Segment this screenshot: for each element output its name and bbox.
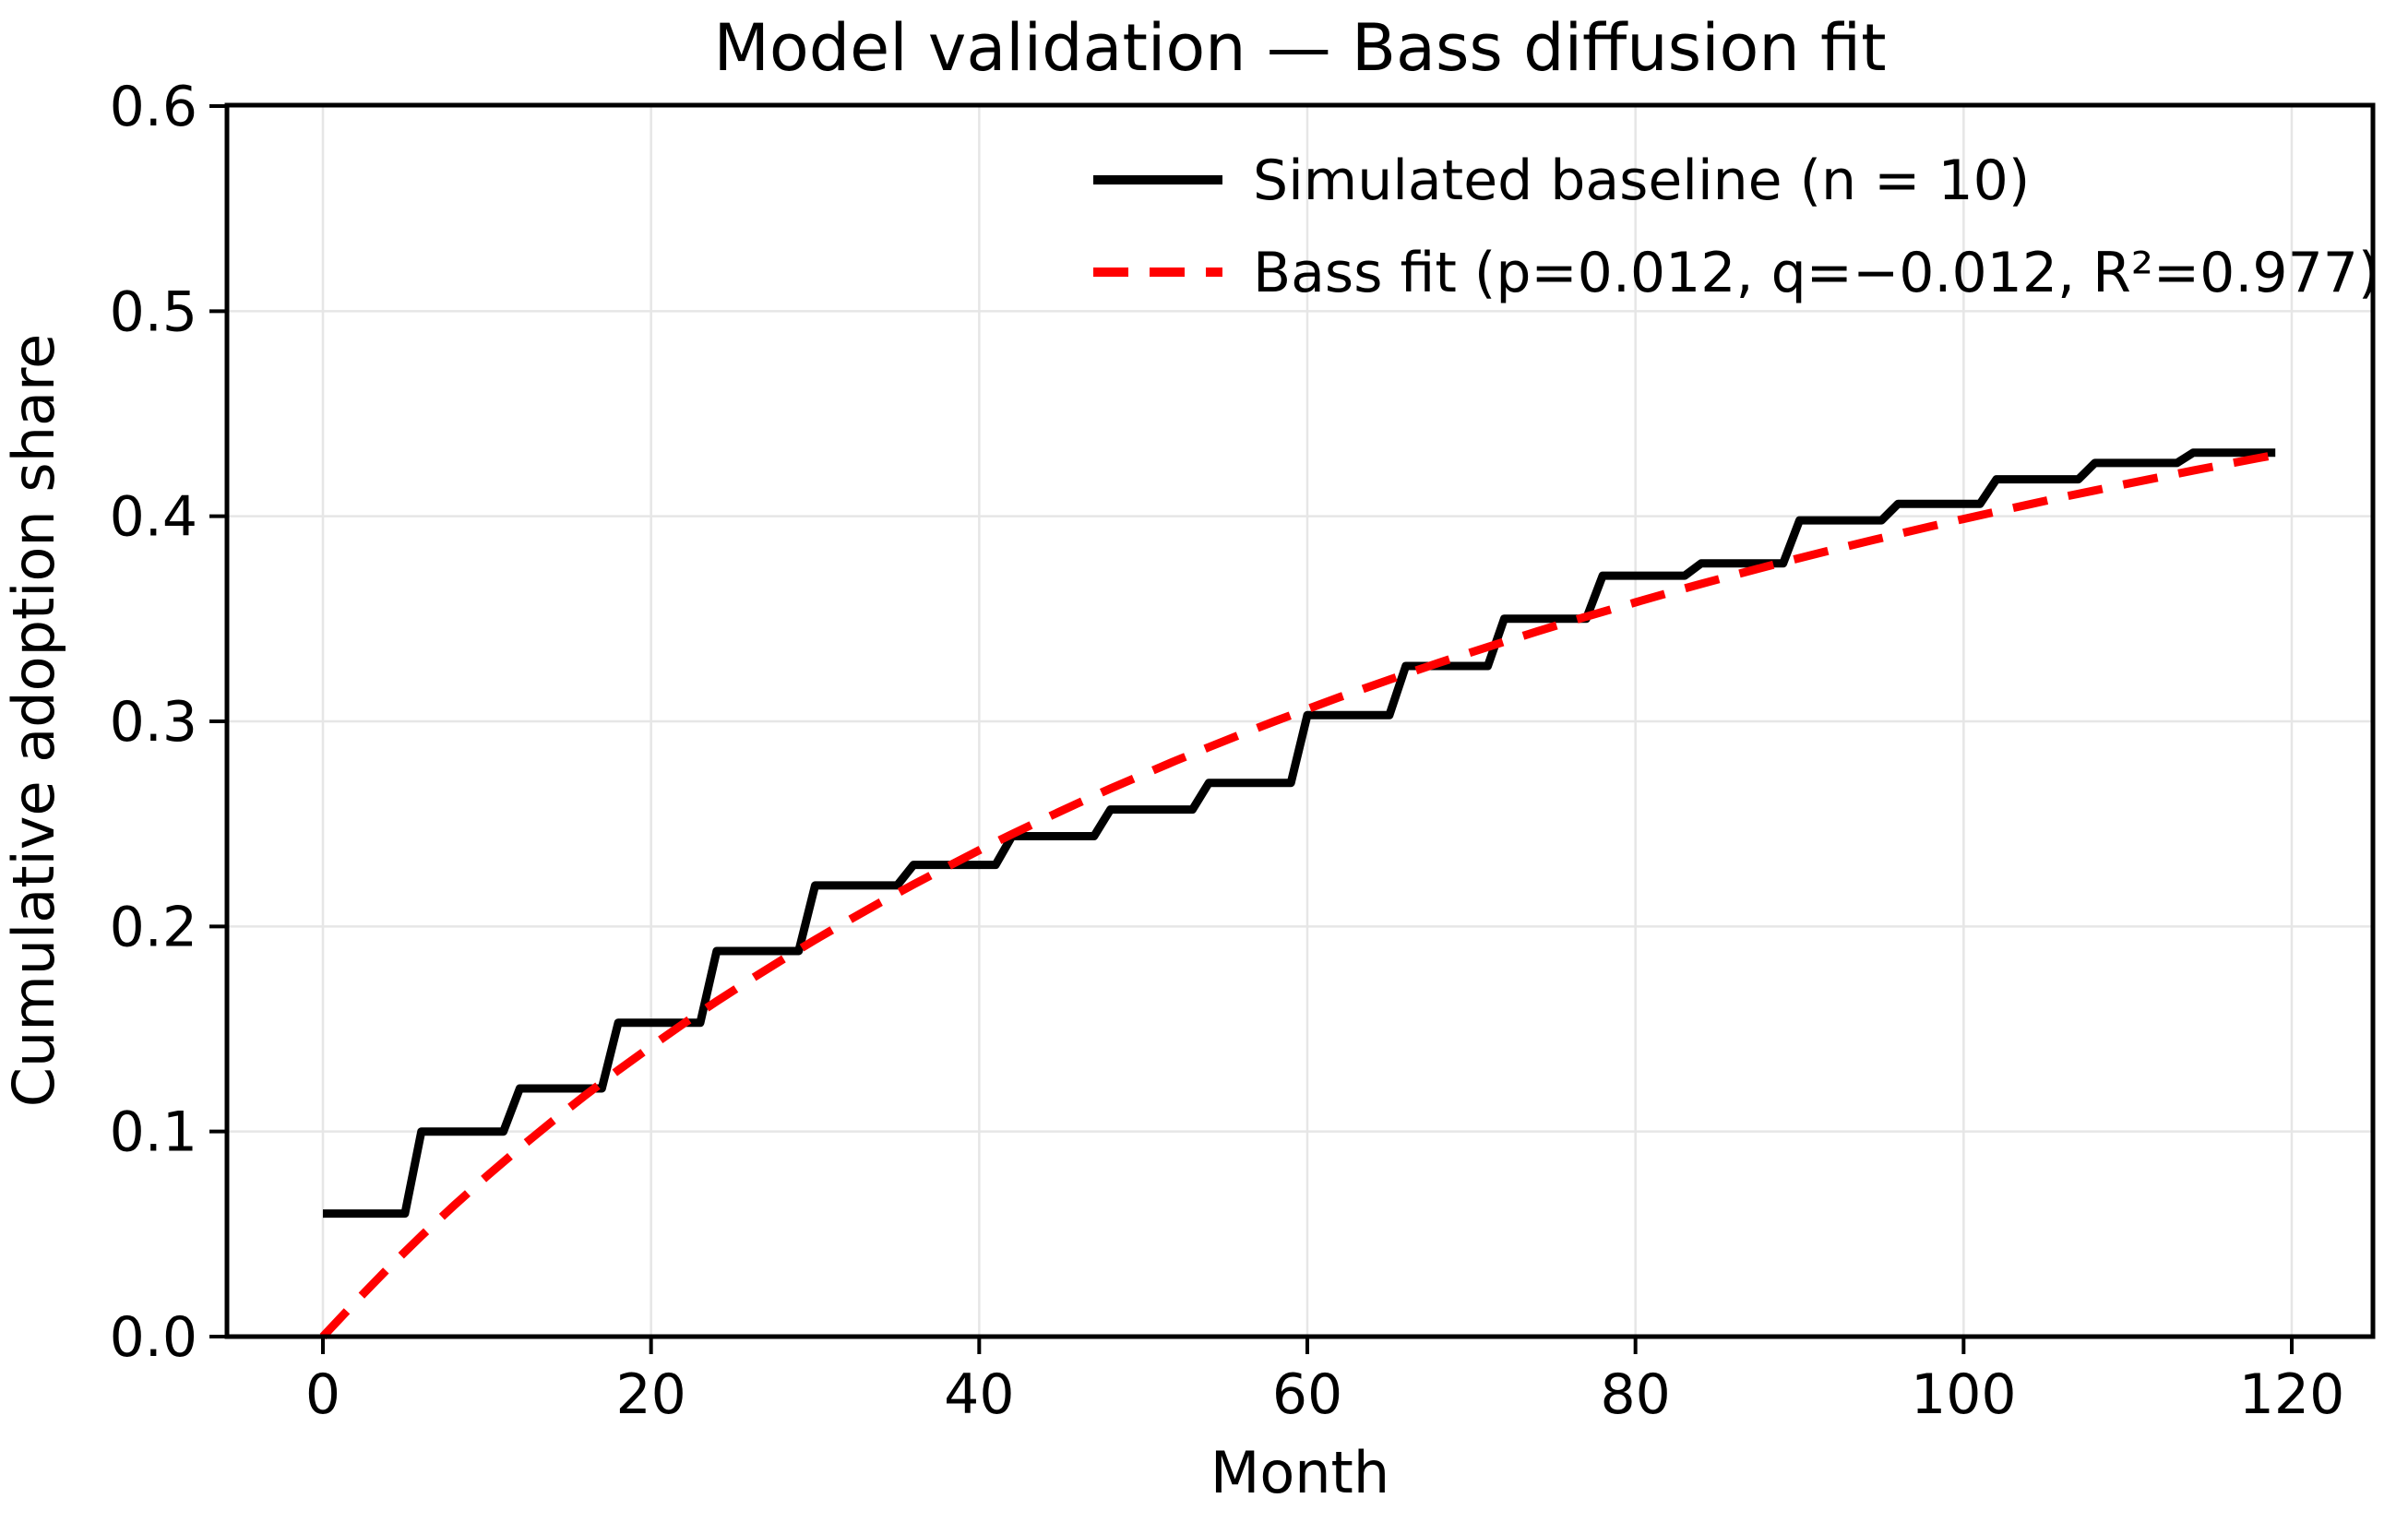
x-tick-label: 20: [615, 1362, 685, 1427]
axis-ticks: 0 20 40 60 80 100 120 0.0 0.1 0.2 0.3 0.4 0.5 0.6: [110, 75, 2345, 1427]
y-tick-label: 0.6: [110, 75, 197, 139]
x-tick-label: 120: [2239, 1362, 2345, 1427]
legend-item-simulated-baseline: Simulated baseline (n = 10): [1093, 149, 2030, 213]
y-tick-label: 0.1: [110, 1100, 197, 1165]
series-bass-fit-line: [319, 450, 2277, 1340]
chart-title: Model validation — Bass diffusion fit: [713, 10, 1886, 86]
x-tick-label: 80: [1600, 1362, 1670, 1427]
legend-label-simulated-baseline: Simulated baseline (n = 10): [1253, 149, 2030, 213]
x-tick-label: 60: [1272, 1362, 1342, 1427]
legend-label-bass-fit: Bass fit (p=0.012, q=−0.012, R²=0.977): [1253, 241, 2379, 305]
series-layer: [319, 448, 2277, 1340]
y-tick-label: 0.0: [110, 1305, 197, 1370]
x-tick-label: 40: [944, 1362, 1014, 1427]
legend: Simulated baseline (n = 10) Bass fit (p=…: [1093, 149, 2379, 305]
series-simulated-baseline-line: [323, 448, 2276, 1219]
y-tick-label: 0.3: [110, 690, 197, 755]
y-tick-label: 0.5: [110, 279, 197, 344]
y-axis-label: Cumulative adoption share: [0, 334, 67, 1108]
x-tick-label: 100: [1911, 1362, 2017, 1427]
y-tick-label: 0.4: [110, 485, 197, 550]
legend-item-bass-fit: Bass fit (p=0.012, q=−0.012, R²=0.977): [1093, 241, 2379, 305]
x-axis-label: Month: [1210, 1439, 1389, 1506]
x-tick-label: 0: [305, 1362, 340, 1427]
y-tick-label: 0.2: [110, 895, 197, 959]
